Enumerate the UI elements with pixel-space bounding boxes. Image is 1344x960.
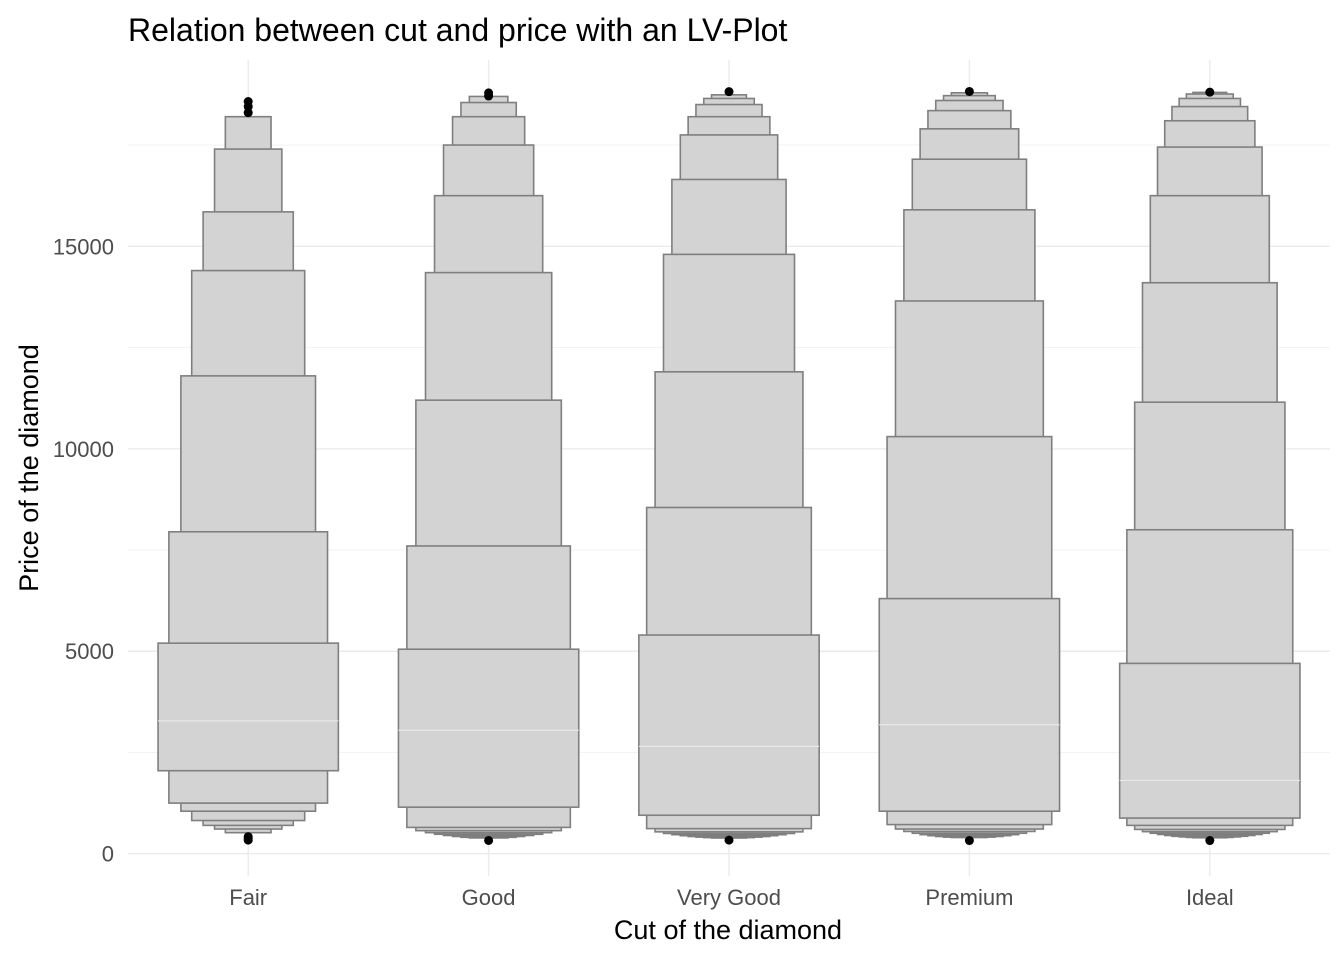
- outlier-point: [484, 835, 494, 845]
- x-tick-label: Premium: [925, 885, 1013, 910]
- lv-group-very-good: [638, 87, 820, 845]
- lv-series: [157, 86, 1301, 846]
- x-tick-label: Ideal: [1186, 885, 1234, 910]
- outlier-point: [243, 97, 253, 107]
- outlier-point: [1205, 836, 1215, 846]
- lv-box: [1118, 662, 1301, 819]
- lv-box: [397, 648, 580, 808]
- x-tick-label: Very Good: [677, 885, 781, 910]
- lv-group-good: [397, 88, 580, 845]
- lv-box: [638, 634, 820, 817]
- axis-ticks: 0 5000 10000 15000 Fair Good Very Good Premium I…: [53, 234, 1234, 910]
- y-axis-title: Price of the diamond: [14, 344, 44, 592]
- outlier-point: [964, 836, 974, 846]
- lv-group-fair: [157, 97, 340, 845]
- lv-box: [157, 642, 340, 772]
- y-tick-label: 15000: [53, 234, 114, 259]
- y-tick-label: 5000: [65, 639, 114, 664]
- lv-box: [878, 597, 1061, 813]
- outlier-point: [724, 87, 734, 97]
- outlier-point: [964, 86, 974, 96]
- lv-group-premium: [878, 86, 1061, 846]
- x-axis-title: Cut of the diamond: [614, 915, 842, 945]
- outlier-point: [484, 88, 494, 98]
- x-tick-label: Good: [462, 885, 516, 910]
- chart-title: Relation between cut and price with an L…: [128, 12, 787, 48]
- y-tick-label: 10000: [53, 437, 114, 462]
- y-tick-label: 0: [102, 842, 114, 867]
- lv-group-ideal: [1118, 87, 1301, 846]
- outlier-point: [243, 832, 253, 842]
- outlier-point: [1205, 87, 1215, 97]
- x-tick-label: Fair: [229, 885, 267, 910]
- outlier-point: [724, 835, 734, 845]
